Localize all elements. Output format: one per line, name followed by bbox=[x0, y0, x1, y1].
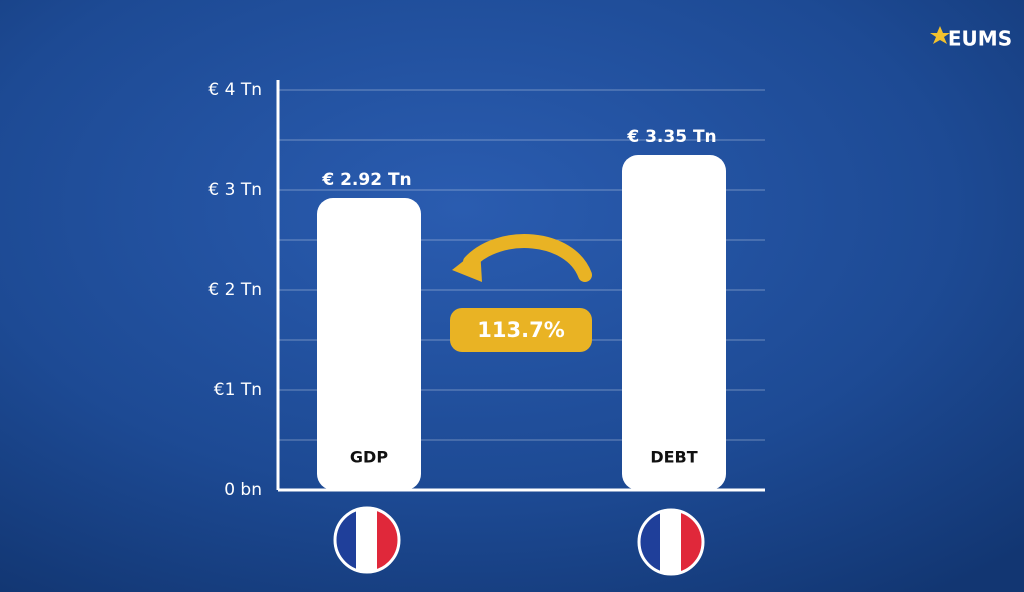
flag bbox=[637, 508, 705, 576]
category-label: DEBT bbox=[650, 448, 697, 467]
logo-star bbox=[930, 26, 950, 44]
flag bbox=[333, 506, 401, 574]
annotation-arrowhead bbox=[452, 248, 482, 282]
annotation-badge bbox=[450, 308, 592, 352]
logo: EUMS bbox=[948, 27, 1012, 51]
y-tick-label: €1 Tn bbox=[214, 380, 262, 400]
y-tick-label: € 3 Tn bbox=[208, 180, 262, 200]
category-label: GDP bbox=[350, 448, 388, 467]
value-label: € 2.92 Tn bbox=[321, 170, 411, 190]
annotation: 113.7% bbox=[477, 318, 564, 342]
value-label: € 3.35 Tn bbox=[626, 127, 716, 147]
y-tick-label: 0 bn bbox=[224, 480, 262, 500]
y-tick-label: € 4 Tn bbox=[208, 80, 262, 100]
bar bbox=[622, 155, 726, 490]
bar bbox=[317, 198, 421, 490]
annotation-arrow bbox=[463, 234, 592, 282]
y-tick-label: € 2 Tn bbox=[208, 280, 262, 300]
